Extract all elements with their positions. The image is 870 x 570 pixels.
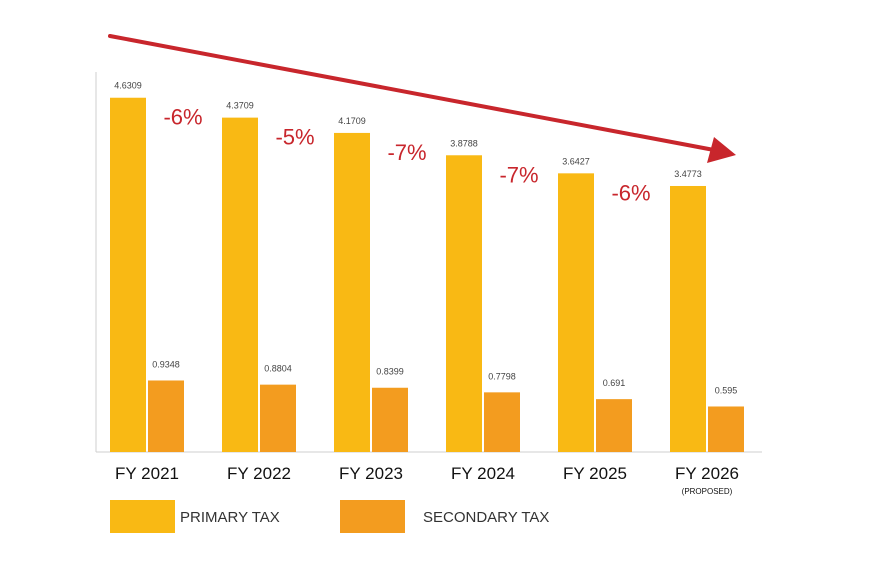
secondary-tax-value-label: 0.7798	[488, 371, 516, 381]
change-percent-label: -7%	[387, 140, 426, 165]
secondary-tax-bar	[484, 392, 520, 452]
secondary-tax-bar	[372, 387, 408, 452]
secondary-tax-value-label: 0.8804	[264, 364, 292, 374]
secondary-tax-bar	[148, 380, 184, 452]
secondary-tax-bar	[708, 406, 744, 452]
legend-swatch	[340, 500, 405, 533]
x-tick-note: (PROPOSED)	[682, 487, 733, 496]
x-tick-label: FY 2021	[115, 464, 179, 483]
primary-tax-bar	[222, 117, 258, 452]
secondary-tax-bar	[596, 399, 632, 452]
secondary-tax-value-label: 0.9348	[152, 359, 180, 369]
secondary-tax-bar	[260, 384, 296, 452]
trend-arrow-line	[108, 34, 716, 152]
primary-tax-value-label: 3.8788	[450, 138, 478, 148]
trend-arrow-head-icon	[707, 137, 736, 163]
x-tick-label: FY 2026	[675, 464, 739, 483]
x-tick-label: FY 2023	[339, 464, 403, 483]
secondary-tax-value-label: 0.691	[603, 378, 626, 388]
change-percent-label: -6%	[163, 105, 202, 130]
change-percent-label: -5%	[275, 125, 314, 150]
change-percent-label: -6%	[611, 180, 650, 205]
primary-tax-value-label: 4.6309	[114, 81, 142, 91]
legend-label: PRIMARY TAX	[180, 509, 280, 526]
change-percent-label: -7%	[499, 162, 538, 187]
primary-tax-bar	[110, 97, 146, 453]
legend-label: SECONDARY TAX	[423, 509, 549, 526]
primary-tax-value-label: 4.3709	[226, 101, 254, 111]
primary-tax-bar	[670, 185, 706, 452]
secondary-tax-value-label: 0.8399	[376, 367, 404, 377]
x-tick-label: FY 2025	[563, 464, 627, 483]
primary-tax-value-label: 3.6427	[562, 156, 590, 166]
secondary-tax-value-label: 0.595	[715, 385, 738, 395]
primary-tax-bar	[334, 132, 370, 452]
x-tick-label: FY 2022	[227, 464, 291, 483]
primary-tax-value-label: 4.1709	[338, 116, 366, 126]
primary-tax-bar	[446, 155, 482, 453]
legend-swatch	[110, 500, 175, 533]
primary-tax-value-label: 3.4773	[674, 169, 702, 179]
x-tick-label: FY 2024	[451, 464, 515, 483]
primary-tax-bar	[558, 173, 594, 453]
